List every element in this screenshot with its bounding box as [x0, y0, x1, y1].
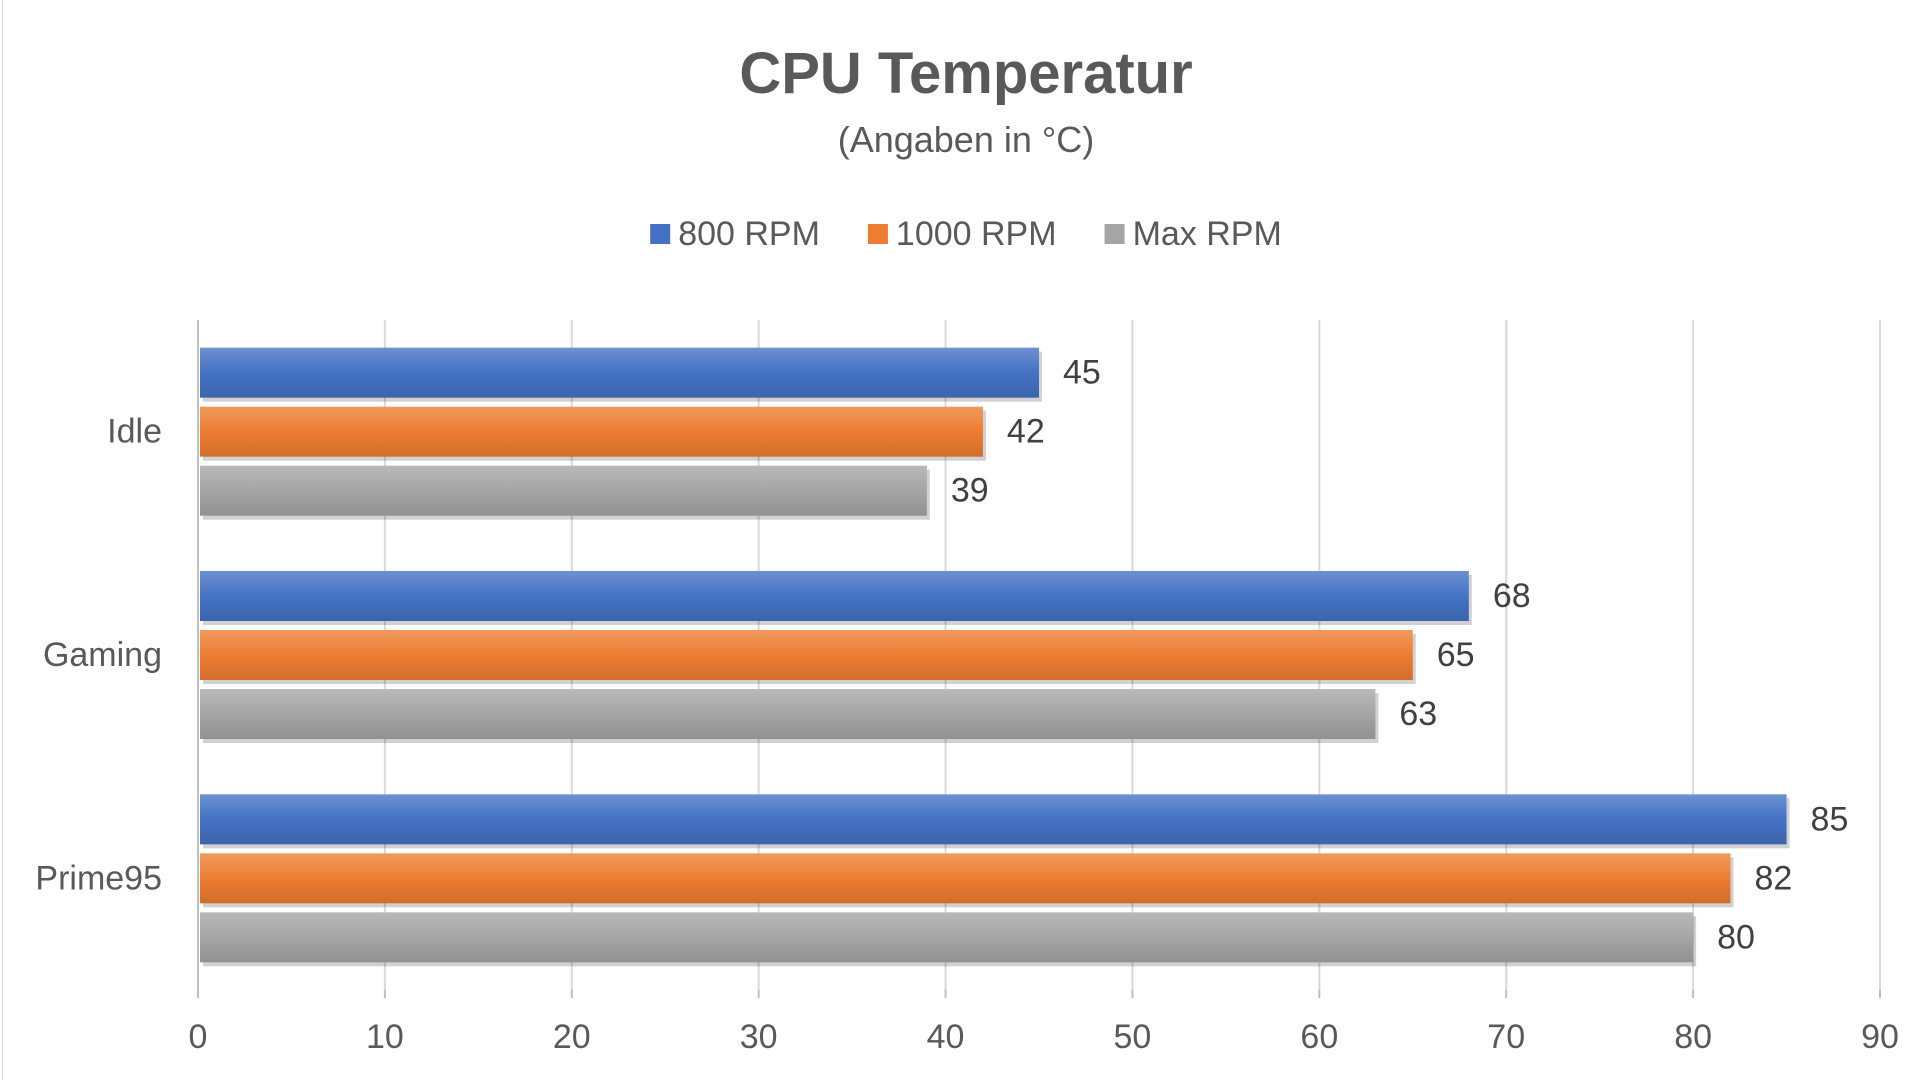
bar-gaming-800-rpm — [200, 571, 1469, 621]
bar-idle-800-rpm — [200, 347, 1039, 398]
bar-gaming-1000-rpm — [200, 630, 1413, 680]
bars — [200, 347, 1790, 967]
chart-frame-edge — [2, 0, 3, 1080]
bar-prime95-max-rpm — [200, 912, 1694, 963]
data-label-gaming-1000-rpm: 65 — [1437, 636, 1475, 674]
legend-swatch-800-rpm — [650, 224, 671, 244]
legend-item-800-rpm: 800 RPM — [650, 215, 820, 253]
x-tick-label-50: 50 — [1114, 1018, 1152, 1056]
x-tick-label-0: 0 — [189, 1018, 208, 1056]
x-tick-label-60: 60 — [1300, 1018, 1338, 1056]
chart-subtitle: (Angaben in °C) — [838, 119, 1095, 160]
x-tick-label-40: 40 — [927, 1018, 965, 1056]
bar-gaming-max-rpm — [200, 689, 1376, 739]
data-label-idle-1000-rpm: 42 — [1007, 413, 1045, 451]
data-label-idle-800-rpm: 45 — [1063, 354, 1101, 392]
data-label-prime95-800-rpm: 85 — [1811, 800, 1849, 838]
legend-item-max-rpm: Max RPM — [1104, 215, 1282, 253]
legend: 800 RPM 1000 RPM Max RPM — [650, 215, 1282, 253]
legend-label-max-rpm: Max RPM — [1133, 215, 1282, 253]
legend-label-800-rpm: 800 RPM — [678, 215, 820, 253]
x-tick-label-90: 90 — [1861, 1018, 1899, 1056]
chart-title: CPU Temperatur — [739, 41, 1192, 106]
axes: 0 10 20 30 40 50 60 70 80 90 Idle Gaming Prime95 — [35, 320, 1899, 1056]
data-label-gaming-max-rpm: 63 — [1399, 695, 1437, 733]
x-tick-label-20: 20 — [553, 1018, 591, 1056]
legend-swatch-1000-rpm — [867, 224, 888, 244]
data-label-prime95-1000-rpm: 82 — [1754, 859, 1792, 897]
legend-item-1000-rpm: 1000 RPM — [867, 215, 1057, 253]
data-label-prime95-max-rpm: 80 — [1717, 918, 1755, 956]
legend-label-1000-rpm: 1000 RPM — [896, 215, 1057, 253]
x-tick-label-30: 30 — [740, 1018, 778, 1056]
category-label-idle: Idle — [107, 413, 162, 451]
data-label-idle-max-rpm: 39 — [951, 472, 989, 510]
x-tick-label-10: 10 — [366, 1018, 404, 1056]
bar-prime95-1000-rpm — [200, 853, 1731, 904]
category-label-prime95: Prime95 — [35, 859, 162, 897]
legend-swatch-max-rpm — [1104, 224, 1125, 244]
bar-idle-max-rpm — [200, 465, 927, 516]
bar-idle-1000-rpm — [200, 406, 983, 457]
category-label-gaming: Gaming — [43, 636, 162, 674]
x-tick-label-80: 80 — [1674, 1018, 1712, 1056]
data-label-gaming-800-rpm: 68 — [1493, 577, 1531, 615]
bar-prime95-800-rpm — [200, 794, 1787, 845]
x-tick-label-70: 70 — [1487, 1018, 1525, 1056]
